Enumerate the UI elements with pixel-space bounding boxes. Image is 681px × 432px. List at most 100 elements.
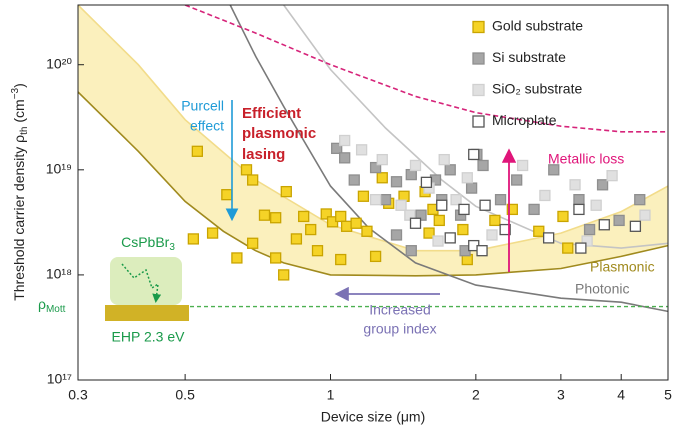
legend-marker [472, 20, 485, 34]
annotation-sub: 3 [169, 242, 175, 253]
annotation: lasing [242, 146, 285, 163]
legend-label: Gold substrate [492, 18, 583, 34]
y-label-unit: (cm [11, 99, 27, 126]
data-point [376, 172, 388, 184]
data-point [340, 220, 353, 232]
data-point [629, 220, 642, 232]
data-point [477, 159, 489, 172]
data-point [339, 152, 351, 164]
data-point [348, 174, 360, 186]
y-label-sub: th [19, 127, 30, 135]
legend-label: Microplate [492, 112, 557, 128]
y-tick-label: 10¹⁷ [47, 371, 72, 387]
data-point [583, 223, 596, 236]
shaded-region [78, 5, 668, 276]
data-point [494, 194, 507, 206]
mott-label: ρMott [38, 296, 66, 315]
legend-marker [472, 83, 485, 97]
data-point [258, 209, 271, 221]
data-point [278, 269, 290, 281]
data-point [433, 214, 445, 227]
y-label-text: Threshold carrier density ρ [11, 135, 27, 301]
data-point [405, 245, 417, 257]
data-point [187, 233, 200, 245]
data-point [639, 209, 651, 221]
data-point [357, 190, 370, 202]
data-point [506, 203, 518, 216]
data-point [476, 245, 488, 257]
x-tick-label: 0.5 [175, 387, 195, 403]
data-point [270, 252, 282, 264]
data-point [305, 223, 317, 236]
data-point [436, 199, 448, 211]
data-point [569, 179, 581, 191]
data-point [438, 153, 450, 166]
data-point [539, 189, 551, 202]
data-point [311, 245, 324, 257]
x-tick-label: 2 [472, 387, 480, 403]
legend-label: Si substrate [492, 49, 566, 65]
data-point [573, 194, 585, 206]
mott-sub: Mott [46, 304, 66, 315]
data-point [465, 182, 478, 194]
plot-frame [77, 4, 669, 381]
y-tick-label: 10¹⁸ [46, 266, 72, 282]
x-axis-label: Device size (μm) [321, 409, 426, 425]
data-point [634, 194, 646, 206]
data-point [499, 223, 511, 236]
data-point [575, 242, 587, 254]
data-point [331, 142, 343, 155]
point-layer [187, 134, 651, 281]
data-point [409, 217, 422, 229]
data-point [444, 164, 456, 176]
legend-marker [472, 52, 485, 65]
y-axis-label: Threshold carrier density ρth (cm−3) [10, 83, 30, 301]
legend-label: SiO₂ substrate [492, 81, 582, 97]
curve-layer [78, 5, 668, 313]
model-curve [78, 5, 668, 252]
fill-layer [78, 5, 668, 276]
data-point [581, 235, 593, 247]
curve-label: Plasmonic [590, 259, 655, 275]
data-point [528, 203, 540, 216]
data-point [355, 144, 368, 156]
data-point [379, 194, 392, 206]
data-point [598, 219, 610, 231]
data-point [247, 174, 259, 186]
data-point [557, 210, 569, 223]
data-point [420, 176, 433, 188]
data-point [613, 214, 625, 227]
annotation: Increased [369, 302, 430, 318]
data-point [350, 217, 362, 229]
data-point [247, 237, 259, 249]
data-point [457, 223, 469, 236]
data-point [395, 199, 407, 211]
crystal-icon [110, 257, 182, 305]
data-point [489, 214, 501, 227]
data-point [240, 164, 253, 176]
mott-symbol: ρ [38, 296, 46, 312]
data-point [409, 159, 422, 172]
data-point [369, 194, 382, 206]
data-point [548, 164, 560, 176]
data-point [339, 134, 351, 147]
data-point [573, 203, 585, 216]
substrate-icon [105, 305, 189, 321]
data-point [191, 145, 203, 157]
data-point [444, 232, 456, 244]
model-curve [283, 5, 668, 249]
data-point [562, 242, 574, 254]
data-point [280, 185, 292, 198]
data-point [206, 227, 219, 239]
arrow [121, 263, 162, 303]
data-point [369, 250, 382, 263]
y-label-unit-close: ) [11, 83, 27, 88]
data-point [432, 235, 444, 247]
data-point [479, 199, 491, 211]
data-point [533, 225, 545, 237]
data-point [221, 189, 233, 201]
data-point [335, 253, 347, 266]
annotation: plasmonic [242, 125, 316, 142]
